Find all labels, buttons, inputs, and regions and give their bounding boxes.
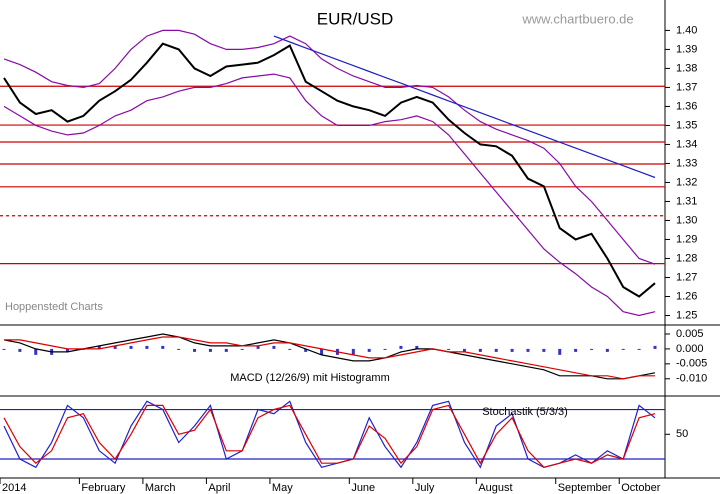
y-tick-label: 0.000 [676,343,704,355]
histogram-bar [621,348,625,350]
series-line [3,29,656,265]
histogram-bar [510,348,514,352]
x-tick-label: September [558,482,612,494]
y-tick-label: 1.30 [676,214,697,226]
y-tick-label: 0.005 [676,328,704,340]
series-line [4,336,655,380]
histogram-bar [66,348,70,352]
histogram-bar [97,345,101,349]
histogram-bar [558,348,562,355]
histogram-bar [193,348,197,352]
y-tick-label: 1.40 [676,24,697,36]
y-tick-label: 1.25 [676,309,697,321]
histogram-bar [288,348,292,350]
y-tick-label: 1.29 [676,233,697,245]
histogram-bar [574,348,578,352]
histogram-bar [2,348,6,350]
x-tick-label: August [478,482,512,494]
histogram-bar [637,348,641,350]
histogram-bar [526,348,530,352]
series-line [3,42,656,298]
histogram-bar [542,348,546,352]
histogram-bar [129,345,133,349]
annotation: Hoppenstedt Charts [5,301,103,313]
y-tick-label: -0.005 [676,358,707,370]
x-tick-label: April [208,482,230,494]
histogram-bar [589,348,593,350]
series-line [3,404,656,468]
histogram-bar [494,348,498,352]
x-tick-label: March [145,482,176,494]
source-label: www.chartbuero.de [521,11,633,26]
histogram-bar [208,348,212,352]
histogram-bar [240,348,244,350]
y-tick-label: -0.010 [676,373,707,385]
x-tick-label: May [272,482,293,494]
y-tick-label: 1.37 [676,81,697,93]
histogram-bar [272,345,276,349]
series-line [3,73,656,317]
y-tick-label: 1.33 [676,157,697,169]
histogram-bar [224,348,228,352]
chart-title: EUR/USD [317,9,394,28]
y-tick-label: 50 [676,428,688,440]
series-line [273,35,656,179]
histogram-bar [320,348,324,355]
histogram-bar [18,348,22,352]
y-tick-label: 1.39 [676,43,697,55]
histogram-bar [383,348,387,350]
histogram-bar [399,345,403,349]
x-tick-label: February [81,482,126,494]
y-tick-label: 1.36 [676,100,697,112]
histogram-bar [145,345,149,349]
y-tick-label: 1.34 [676,138,697,150]
y-tick-label: 1.28 [676,252,697,264]
y-tick-label: 1.35 [676,119,697,131]
y-tick-label: 1.31 [676,195,697,207]
y-tick-label: 1.26 [676,290,697,302]
histogram-bar [653,345,657,349]
y-tick-label: 1.27 [676,271,697,283]
histogram-bar [478,348,482,352]
histogram-bar [367,348,371,352]
x-tick-label: June [351,482,375,494]
x-tick-label: 2014 [2,482,26,494]
histogram-bar [304,348,308,352]
histogram-bar [605,348,609,352]
histogram-bar [351,348,355,355]
histogram-bar [256,345,260,349]
histogram-bar [161,345,165,349]
histogram-bar [415,345,419,349]
x-tick-label: October [621,482,660,494]
y-tick-label: 1.32 [676,176,697,188]
histogram-bar [447,348,451,350]
histogram-bar [177,348,181,350]
series-line [3,333,656,380]
y-tick-label: 1.38 [676,62,697,74]
x-tick-label: July [415,482,435,494]
panel-title: MACD (12/26/9) mit Histogramm [230,372,390,384]
histogram-bar [34,348,38,355]
panel-title: Stochastik (5/3/3) [482,406,568,418]
histogram-bar [462,348,466,352]
histogram-bar [113,345,117,349]
